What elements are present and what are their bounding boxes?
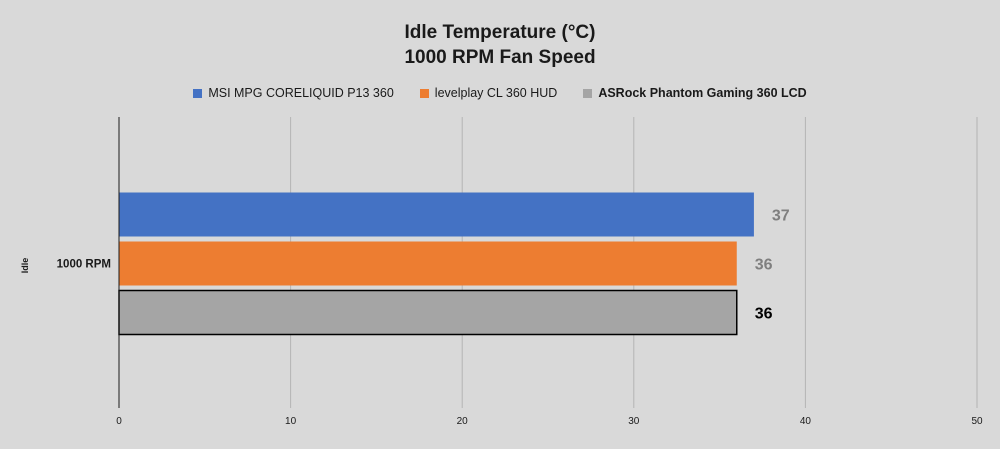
data-label-series-2: 36 bbox=[755, 306, 773, 323]
chart-subtitle: 1000 RPM Fan Speed bbox=[404, 47, 596, 68]
x-tick-label-3: 30 bbox=[628, 416, 640, 427]
data-label-series-1: 36 bbox=[755, 257, 773, 274]
x-tick-label-2: 20 bbox=[457, 416, 469, 427]
legend-item-series-0: MSI MPG CORELIQUID P13 360 bbox=[193, 86, 394, 100]
chart-title: Idle Temperature (°C) bbox=[404, 22, 596, 43]
legend-item-series-1: levelplay CL 360 HUD bbox=[419, 86, 558, 100]
chart-title-block: Idle Temperature (°C) 1000 RPM Fan Speed bbox=[0, 20, 1000, 70]
x-tick-label-4: 40 bbox=[800, 416, 812, 427]
legend-label-series-0: MSI MPG CORELIQUID P13 360 bbox=[208, 86, 394, 100]
bar-series-1 bbox=[119, 241, 737, 286]
bar-layer bbox=[118, 192, 754, 336]
data-label-series-0: 37 bbox=[772, 208, 790, 225]
legend-swatch-series-0 bbox=[193, 88, 203, 98]
legend-swatch-series-2 bbox=[583, 88, 593, 98]
legend-label-series-2: ASRock Phantom Gaming 360 LCD bbox=[598, 86, 807, 100]
legend-item-series-2: ASRock Phantom Gaming 360 LCD bbox=[583, 86, 807, 100]
x-tick-label-5: 50 bbox=[971, 416, 983, 427]
x-tick-label-1: 10 bbox=[285, 416, 297, 427]
chart-legend: MSI MPG CORELIQUID P13 360 levelplay CL … bbox=[0, 86, 1000, 100]
bar-series-2 bbox=[118, 289, 738, 336]
label-layer: 0 10 20 30 40 50 37 36 36 1000 RPM Idle bbox=[20, 208, 983, 428]
legend-swatch-series-1 bbox=[419, 88, 429, 98]
bar-series-0 bbox=[119, 192, 754, 237]
x-tick-label-0: 0 bbox=[116, 416, 122, 427]
category-label-0: 1000 RPM bbox=[57, 259, 111, 271]
legend-label-series-1: levelplay CL 360 HUD bbox=[434, 86, 558, 100]
group-label: Idle bbox=[20, 258, 30, 274]
